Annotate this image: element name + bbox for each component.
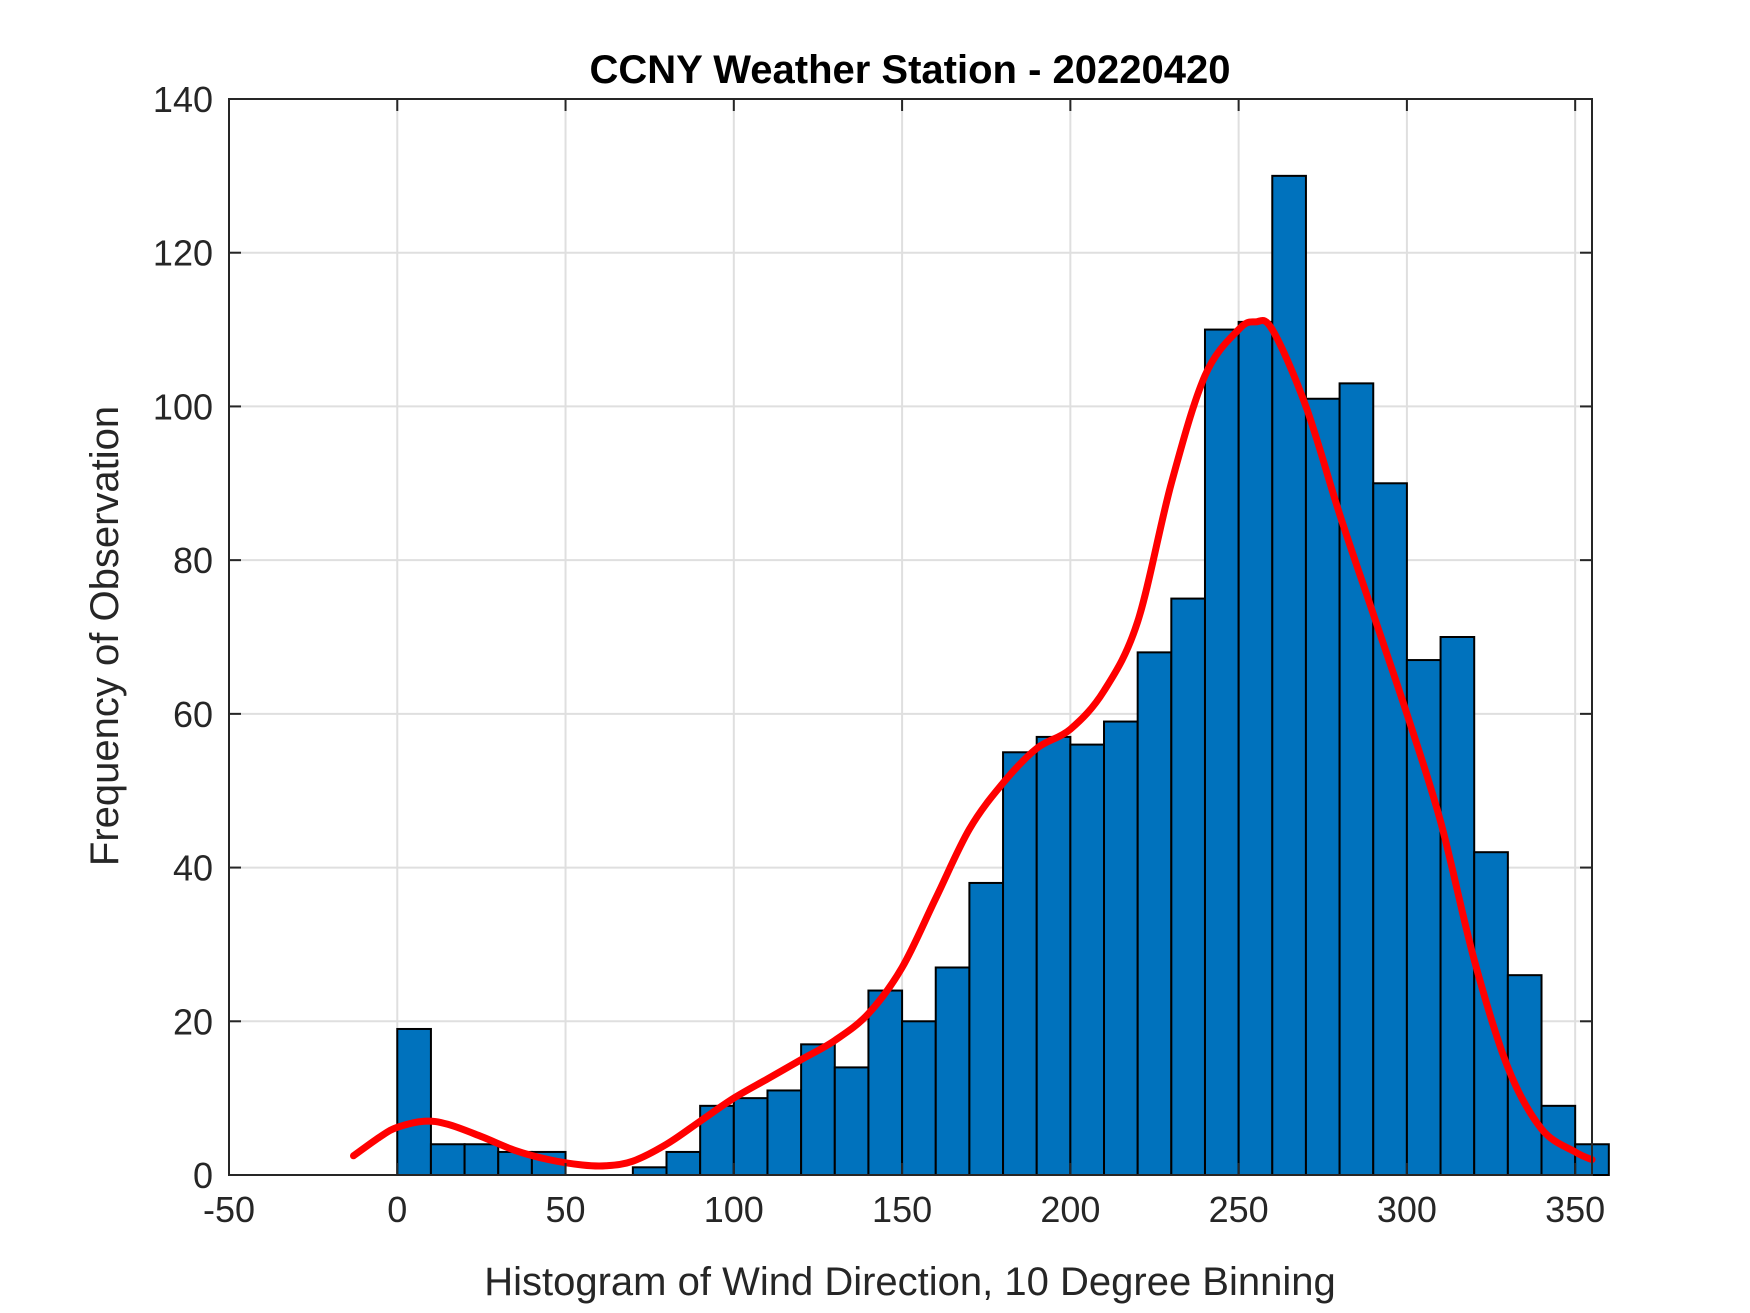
y-tick-label: 40	[173, 848, 213, 889]
y-tick-label: 60	[173, 694, 213, 735]
histogram-bar	[901, 1020, 937, 1176]
histogram-bar	[1170, 597, 1206, 1176]
histogram-bar	[463, 1143, 500, 1177]
x-tick-label: 150	[872, 1189, 932, 1230]
histogram-bar	[800, 1043, 836, 1177]
histogram-bar	[665, 1150, 702, 1177]
histogram-bar	[1035, 735, 1072, 1177]
y-tick-label: 100	[153, 386, 213, 427]
histogram-bar	[429, 1143, 466, 1177]
y-tick-label: 140	[153, 79, 213, 120]
x-tick-label: 250	[1209, 1189, 1269, 1230]
histogram-bar	[867, 989, 904, 1176]
y-tick-label: 0	[193, 1155, 213, 1196]
y-axis-ticks: 0 20 40 60 80 100 120 140	[153, 79, 1592, 1196]
x-tick-label: 350	[1545, 1189, 1605, 1230]
histogram-bar	[1237, 320, 1274, 1176]
histogram-bar	[833, 1066, 870, 1177]
x-tick-label: 50	[546, 1189, 586, 1230]
histogram-bar	[631, 1166, 668, 1177]
histogram-bar	[1372, 482, 1408, 1176]
y-tick-label: 80	[173, 540, 213, 581]
axes-box	[228, 98, 1593, 1176]
histogram-bar	[1002, 751, 1038, 1176]
fit-curve-layer	[350, 316, 1596, 1170]
y-tick-label: 20	[173, 1001, 213, 1042]
histogram-bar	[1338, 382, 1375, 1177]
histogram-bar	[1136, 651, 1173, 1176]
chart-title: CCNY Weather Station - 20220420	[590, 48, 1231, 92]
histogram-bar	[1271, 174, 1307, 1177]
y-axis-title: Frequency of Observation	[83, 406, 127, 866]
histogram-bar	[934, 966, 971, 1176]
x-tick-label: 100	[704, 1189, 764, 1230]
histogram-bar	[1203, 328, 1240, 1177]
x-axis-title: Histogram of Wind Direction, 10 Degree B…	[484, 1260, 1336, 1304]
x-tick-label: 0	[387, 1189, 407, 1230]
x-axis-ticks: -50 0 50 100 150 200 250 300 350	[203, 99, 1605, 1230]
x-tick-label: 300	[1377, 1189, 1437, 1230]
x-tick-label: 200	[1040, 1189, 1100, 1230]
histogram-bars	[396, 174, 1610, 1177]
y-tick-label: 120	[153, 233, 213, 274]
x-tick-label: -50	[203, 1189, 255, 1230]
histogram-bar	[1405, 659, 1442, 1176]
histogram-bar	[1069, 743, 1106, 1176]
fit-curve-line	[350, 316, 1596, 1170]
histogram-bar	[396, 1027, 432, 1176]
histogram-bar	[1103, 720, 1139, 1176]
histogram-bar	[766, 1089, 803, 1177]
histogram-bar	[968, 881, 1005, 1176]
histogram-bar	[732, 1097, 769, 1176]
axes-frame	[228, 98, 1593, 1176]
histogram-bar	[1304, 397, 1341, 1176]
